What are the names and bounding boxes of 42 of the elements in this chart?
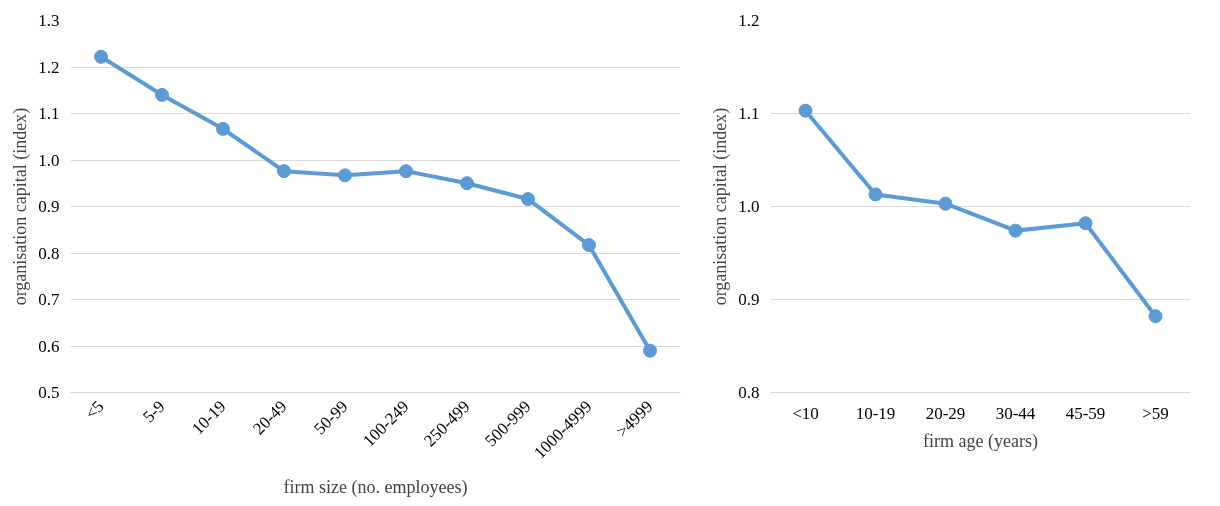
x-axis-title: firm age (years): [923, 430, 1038, 452]
y-tick-label: 0.7: [38, 290, 60, 309]
y-tick-label: 0.9: [738, 290, 760, 309]
y-axis-title: organisation capital (index): [10, 107, 32, 306]
x-tick-label: 45-59: [1065, 403, 1106, 423]
point: [1008, 223, 1023, 238]
x-tick-label: 30-44: [995, 403, 1036, 423]
point: [1078, 216, 1093, 231]
x-tick-label: 10-19: [855, 403, 896, 423]
y-tick-label: 0.5: [38, 383, 60, 402]
y-tick-label: 1.2: [738, 11, 760, 30]
y-tick-label: 1.0: [38, 150, 60, 170]
y-tick-label: 1.0: [738, 197, 760, 216]
point: [460, 176, 474, 191]
x-tick-label: >59: [1142, 403, 1169, 423]
y-tick-label: 0.6: [38, 336, 60, 356]
y-tick-label: 1.1: [38, 104, 60, 123]
point: [798, 103, 813, 118]
y-tick-label: 1.3: [38, 11, 60, 30]
y-tick-label: 0.8: [38, 243, 60, 263]
point: [1148, 309, 1163, 324]
y-axis-title: organisation capital (index): [710, 107, 732, 306]
point: [868, 187, 883, 202]
point: [94, 49, 108, 64]
point: [216, 121, 230, 136]
y-tick-label: 1.1: [738, 104, 760, 123]
y-tick-label: 0.8: [738, 383, 760, 402]
point: [938, 196, 953, 211]
x-tick-label: 20-29: [925, 403, 966, 423]
x-tick-label: <5: [81, 396, 108, 424]
point: [582, 238, 596, 253]
x-tick-label: 5-9: [139, 396, 169, 427]
x-tick-label: <10: [792, 403, 819, 423]
point: [338, 168, 352, 183]
y-tick-label: 1.2: [38, 57, 60, 77]
point: [277, 164, 291, 179]
point: [155, 87, 169, 102]
point: [399, 164, 413, 179]
x-axis-title: firm size (no. employees): [283, 477, 468, 499]
point: [643, 343, 657, 358]
y-tick-label: 0.9: [38, 197, 60, 216]
point: [521, 192, 535, 207]
